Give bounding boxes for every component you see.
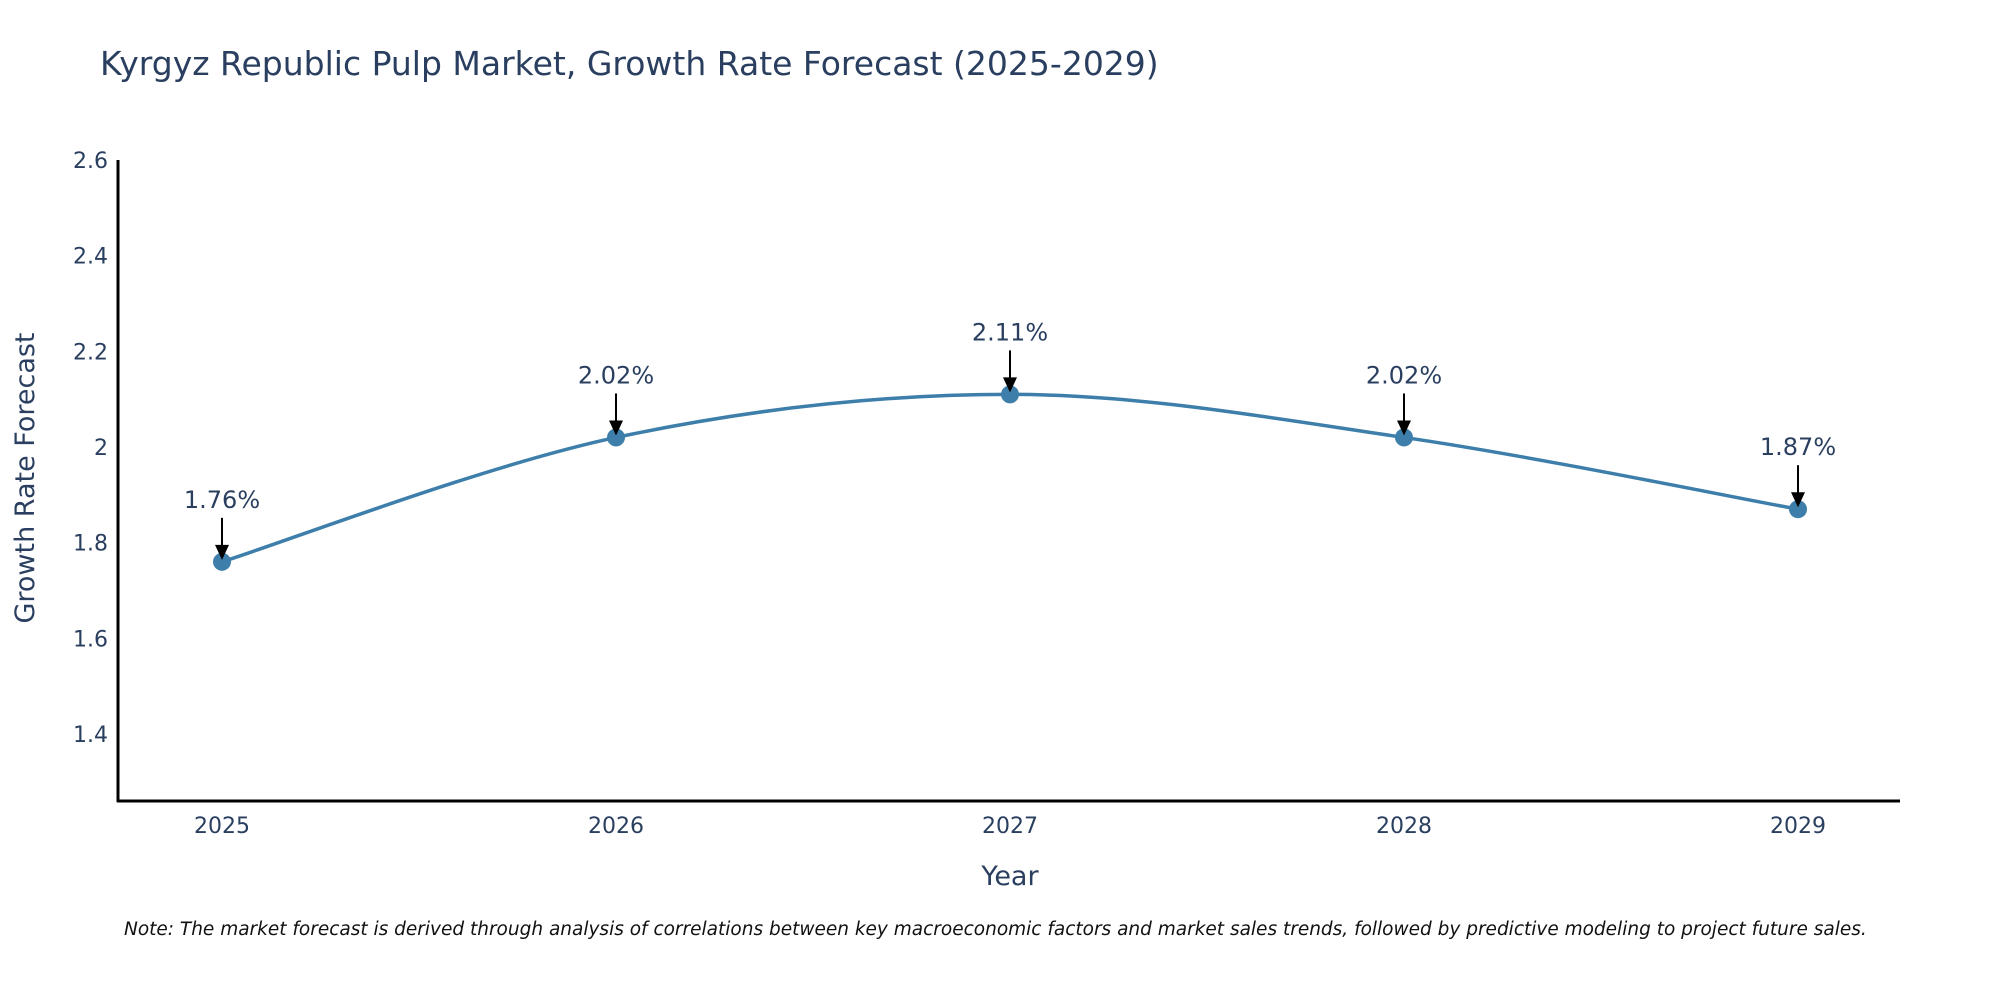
chart-note: Note: The market forecast is derived thr… xyxy=(124,919,1867,940)
y-tick-label: 2.6 xyxy=(73,149,108,174)
annotation-arrow-head xyxy=(609,420,623,436)
annotation-arrow-head xyxy=(215,544,229,560)
marker-layer xyxy=(213,385,1807,571)
data-label: 2.11% xyxy=(972,318,1048,346)
y-axis-title: Growth Rate Forecast xyxy=(10,332,41,623)
data-label: 2.02% xyxy=(578,361,654,389)
y-tick-label: 2.4 xyxy=(73,245,108,270)
x-tick-label: 2028 xyxy=(1376,814,1432,839)
x-tick-label: 2026 xyxy=(588,814,644,839)
data-point-marker xyxy=(1789,500,1807,519)
data-point-marker xyxy=(213,552,231,571)
data-point-marker xyxy=(607,428,625,447)
x-tick-label: 2025 xyxy=(194,814,250,839)
series-line xyxy=(221,392,1799,564)
y-tick-label: 1.4 xyxy=(73,723,108,748)
annotation-arrow-head xyxy=(1397,420,1411,436)
data-point-marker xyxy=(1001,385,1019,404)
annotation-arrow-head xyxy=(1791,492,1805,508)
y-tick-label: 2 xyxy=(94,436,108,461)
y-tick-label: 1.8 xyxy=(73,532,108,557)
line-layer xyxy=(221,392,1799,564)
annotation-arrow-head xyxy=(1003,377,1017,393)
data-point-marker xyxy=(1395,428,1413,447)
x-tick-label: 2029 xyxy=(1770,814,1826,839)
data-label: 1.76% xyxy=(184,486,260,514)
chart-title: Kyrgyz Republic Pulp Market, Growth Rate… xyxy=(100,44,1159,83)
y-tick-label: 2.2 xyxy=(73,340,108,365)
data-label: 2.02% xyxy=(1366,361,1442,389)
y-tick-label: 1.6 xyxy=(73,627,108,652)
axes-layer: 1.4 1.6 1.8 2 2.2 2.4 2.6 2025 2026 2027 2028 2029 xyxy=(73,149,1900,839)
data-label: 1.87% xyxy=(1760,433,1836,461)
x-axis-title: Year xyxy=(980,861,1039,892)
x-tick-label: 2027 xyxy=(982,814,1038,839)
annotation-layer: 1.76% 2.02% 2.11% 2.02% 1.87% xyxy=(184,318,1836,560)
